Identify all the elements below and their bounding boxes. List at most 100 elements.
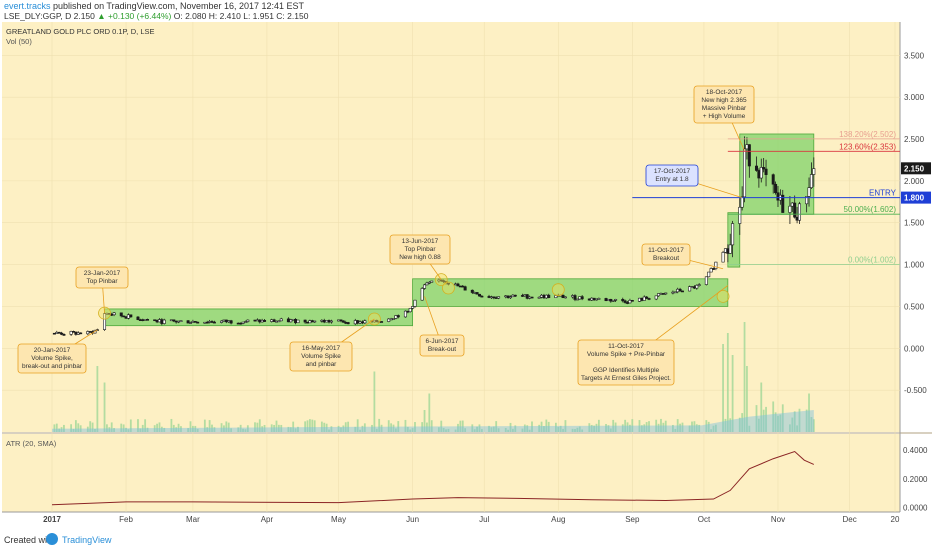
volume-bar — [292, 421, 295, 432]
candle — [174, 320, 178, 323]
candle — [473, 292, 477, 294]
volume-bar — [657, 423, 660, 432]
candle — [793, 202, 797, 218]
volume-bar — [304, 421, 307, 432]
volume-bar — [808, 393, 810, 432]
level-label: 0.00%(1.002) — [848, 255, 896, 264]
time-tick-label: Jun — [406, 515, 419, 524]
candle — [788, 205, 792, 213]
candle — [177, 320, 181, 323]
candle — [243, 321, 247, 323]
candle — [628, 300, 632, 304]
volume-bar — [461, 420, 464, 432]
tradingview-link[interactable]: TradingView — [62, 535, 112, 545]
candle — [193, 321, 197, 323]
volume-bar — [270, 424, 273, 432]
volume-bar — [206, 427, 209, 432]
callout-text: break-out and pinbar — [22, 363, 83, 370]
highlight-circle — [716, 289, 730, 303]
volume-bar — [738, 417, 741, 432]
candle — [341, 320, 345, 323]
volume-bar — [177, 423, 180, 432]
candle — [678, 288, 682, 292]
candle — [356, 320, 360, 324]
volume-bar — [144, 419, 147, 432]
candle — [241, 321, 245, 324]
volume-bar — [378, 418, 381, 432]
candle — [224, 319, 228, 323]
price-tick-label: 1.000 — [904, 261, 925, 270]
candle — [626, 302, 630, 304]
candle — [513, 294, 517, 297]
volume-bar — [230, 428, 233, 432]
volume-bar — [445, 429, 447, 432]
candle — [253, 319, 257, 322]
candle — [530, 296, 534, 299]
candle — [721, 252, 725, 263]
volume-bar — [492, 426, 495, 432]
chart-area[interactable]: 3.500 3.000 2.500 2.000 1.500 1.000 0.500 0.000… — [0, 22, 932, 530]
volume-bar — [605, 423, 607, 432]
price-tick-label: -0.500 — [904, 386, 927, 395]
candle — [547, 294, 551, 299]
candle — [320, 319, 324, 322]
candle — [169, 319, 173, 322]
candle — [805, 196, 809, 205]
candle — [446, 282, 450, 285]
volume-bar — [129, 419, 132, 432]
volume-bar — [294, 428, 297, 432]
candle — [313, 320, 317, 323]
volume-bar — [406, 426, 409, 432]
volume-bar — [540, 421, 543, 432]
last-price-badge: 2.150 — [904, 164, 925, 173]
volume-bar — [578, 426, 581, 432]
volume-bar — [287, 426, 290, 432]
candle — [480, 295, 484, 298]
candle — [597, 298, 601, 300]
volume-bar — [512, 428, 514, 432]
candle — [274, 320, 278, 323]
entry-price-badge-bg — [901, 191, 931, 204]
volume-bar — [194, 425, 197, 432]
volume-bar — [94, 428, 96, 432]
volume-bar — [440, 420, 443, 432]
volume-bar — [597, 419, 600, 432]
candle — [494, 297, 498, 299]
volume-bar — [762, 409, 765, 432]
candle — [86, 331, 90, 335]
volume-bar — [53, 424, 56, 432]
callout-box — [75, 266, 129, 289]
volume-bar — [411, 428, 414, 432]
candle — [141, 319, 145, 321]
volume-bar — [662, 422, 665, 432]
candle — [88, 331, 92, 333]
ohlc-label: O: 2.080 H: 2.410 L: 1.951 C: 2.150 — [173, 11, 309, 21]
candle — [296, 319, 300, 324]
candle — [676, 288, 680, 293]
volume-bar — [380, 424, 383, 432]
candle — [637, 297, 641, 302]
candle — [122, 315, 126, 318]
price-tick-label: 1.500 — [904, 219, 925, 228]
volume-bar — [103, 382, 106, 432]
callout-box — [289, 341, 353, 372]
volume-bar — [590, 424, 593, 432]
volume-bar — [211, 424, 213, 432]
price-chart[interactable]: 3.500 3.000 2.500 2.000 1.500 1.000 0.500 0.000… — [0, 22, 932, 530]
candle — [396, 315, 400, 318]
callout-text: and pinbar — [306, 361, 338, 368]
volume-bar — [273, 424, 275, 432]
candle — [308, 320, 312, 324]
volume-bar — [459, 420, 462, 432]
candle — [258, 319, 262, 323]
candle — [630, 300, 634, 302]
candle — [776, 192, 780, 201]
candle — [380, 321, 384, 323]
volume-bar — [261, 426, 264, 432]
price-tick-label: 3.000 — [904, 93, 925, 102]
volume-bar — [110, 422, 113, 432]
last-price-badge-bg — [901, 162, 931, 175]
candle — [62, 334, 66, 336]
candle — [680, 290, 684, 293]
author-link[interactable]: evert.tracks — [4, 1, 51, 11]
